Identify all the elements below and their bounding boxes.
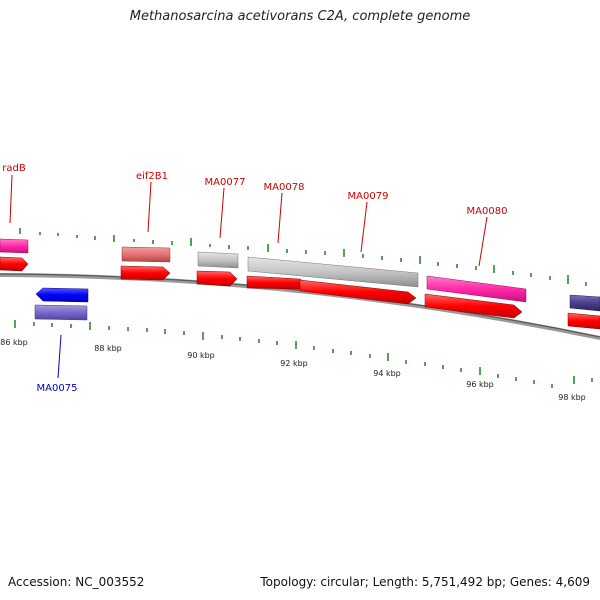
scale-label-86kbp: 86 kbp	[0, 338, 28, 347]
gene-MA0077[interactable]	[197, 251, 239, 269]
gene-label-MA0080[interactable]: MA0080	[467, 206, 508, 217]
cds-MA0078[interactable]	[246, 275, 307, 290]
cds-MA0077[interactable]	[196, 270, 238, 287]
genome-summary-text: Topology: circular; Length: 5,751,492 bp…	[260, 575, 590, 589]
gene-MA0080[interactable]	[426, 275, 527, 303]
cds-eif2B1[interactable]	[120, 265, 171, 281]
leader-eif2B1	[147, 181, 152, 233]
cds-MA0080[interactable]	[424, 293, 523, 319]
sequence-backbone	[0, 273, 600, 340]
gene-MA0075[interactable]	[34, 304, 88, 321]
scale-label-88kbp: 88 kbp	[94, 344, 122, 353]
scale-label-96kbp: 96 kbp	[466, 380, 494, 389]
outer-tick-ring	[19, 228, 587, 286]
gene-radB[interactable]	[0, 238, 29, 254]
scale-label-98kbp: 98 kbp	[558, 393, 586, 402]
cds-radB[interactable]	[0, 256, 29, 272]
leader-radB	[9, 174, 13, 224]
leader-MA0079	[360, 201, 368, 253]
leader-MA0075	[57, 334, 62, 379]
gene-label-MA0079[interactable]: MA0079	[348, 191, 389, 202]
map-title: Methanosarcina acetivorans C2A, complete…	[129, 9, 471, 24]
inner-tick-ring	[14, 320, 593, 388]
accession-text: Accession: NC_003552	[8, 575, 145, 589]
gene-label-MA0077[interactable]: MA0077	[205, 177, 246, 188]
leader-MA0077	[219, 187, 225, 239]
scale-label-92kbp: 92 kbp	[280, 359, 308, 368]
leader-MA0078	[277, 192, 283, 244]
gene-right-edge[interactable]	[569, 294, 600, 312]
scale-label-90kbp: 90 kbp	[187, 351, 215, 360]
gene-label-radB[interactable]: radB	[2, 163, 26, 174]
gene-label-MA0078[interactable]: MA0078	[264, 182, 305, 193]
gene-label-eif2B1[interactable]: eif2B1	[136, 171, 168, 182]
cds-MA0079[interactable]	[299, 279, 417, 305]
scale-label-94kbp: 94 kbp	[373, 369, 401, 378]
cds-MA0075[interactable]	[35, 287, 89, 303]
leader-MA0080	[478, 216, 488, 267]
gene-eif2B1[interactable]	[121, 246, 171, 263]
gene-MA0079[interactable]	[247, 256, 419, 288]
cds-right-edge[interactable]	[567, 312, 600, 330]
gene-label-MA0075[interactable]: MA0075	[37, 383, 78, 394]
